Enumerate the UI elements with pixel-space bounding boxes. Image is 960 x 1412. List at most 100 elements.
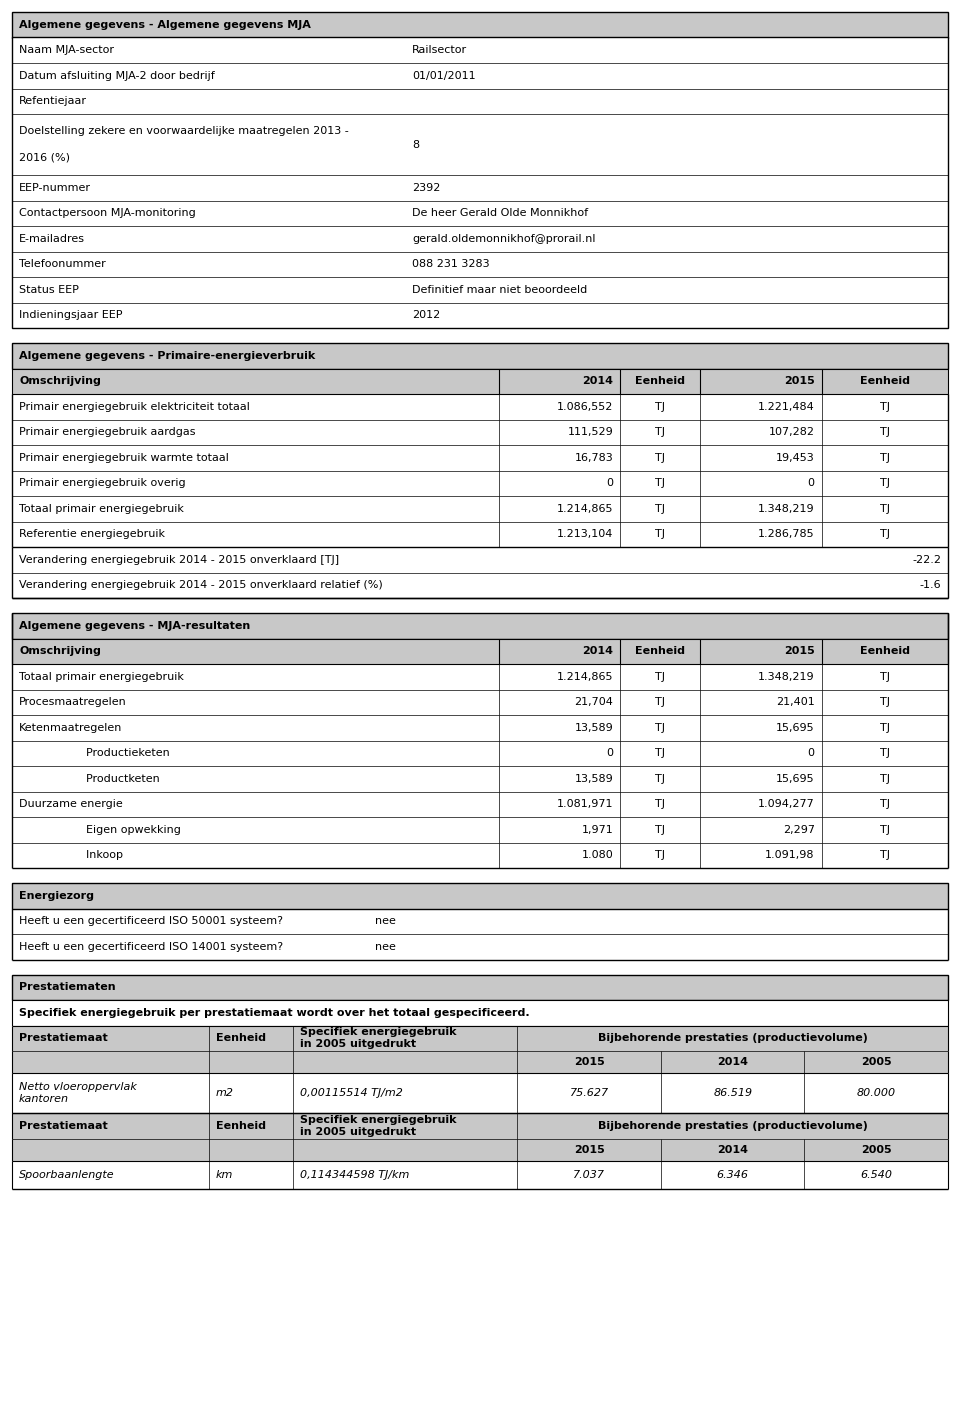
- Text: 6.540: 6.540: [860, 1169, 892, 1179]
- Text: Primair energiegebruik overig: Primair energiegebruik overig: [19, 479, 185, 489]
- Text: TJ: TJ: [879, 723, 890, 733]
- Text: 13,589: 13,589: [575, 723, 613, 733]
- Text: E-mailadres: E-mailadres: [19, 234, 85, 244]
- Text: Railsector: Railsector: [412, 45, 468, 55]
- Text: Referentie energiegebruik: Referentie energiegebruik: [19, 530, 165, 539]
- Text: 21,401: 21,401: [776, 698, 815, 707]
- Text: Verandering energiegebruik 2014 - 2015 onverklaard [TJ]: Verandering energiegebruik 2014 - 2015 o…: [19, 555, 339, 565]
- Text: Primair energiegebruik aardgas: Primair energiegebruik aardgas: [19, 428, 196, 438]
- Text: Omschrijving: Omschrijving: [19, 647, 101, 657]
- Text: TJ: TJ: [655, 850, 665, 860]
- Text: 2,297: 2,297: [782, 825, 815, 834]
- Text: Naam MJA-sector: Naam MJA-sector: [19, 45, 114, 55]
- Bar: [12, 1025, 948, 1051]
- Text: 2005: 2005: [861, 1056, 892, 1067]
- Text: 75.627: 75.627: [569, 1089, 609, 1099]
- Text: 1.214,865: 1.214,865: [557, 672, 613, 682]
- Text: Eenheid: Eenheid: [216, 1121, 266, 1131]
- Text: Eenheid: Eenheid: [860, 376, 910, 387]
- Text: 1.214,865: 1.214,865: [557, 504, 613, 514]
- Text: TJ: TJ: [655, 723, 665, 733]
- Text: Ketenmaatregelen: Ketenmaatregelen: [19, 723, 122, 733]
- Text: TJ: TJ: [655, 825, 665, 834]
- Text: Bijbehorende prestaties (productievolume): Bijbehorende prestaties (productievolume…: [598, 1034, 868, 1043]
- Text: Algemene gegevens - Algemene gegevens MJA: Algemene gegevens - Algemene gegevens MJ…: [19, 20, 311, 30]
- Text: EEP-nummer: EEP-nummer: [19, 182, 91, 193]
- Text: 0: 0: [607, 748, 613, 758]
- Text: Netto vloeroppervlak
kantoren: Netto vloeroppervlak kantoren: [19, 1082, 137, 1104]
- Text: km: km: [216, 1169, 233, 1179]
- Text: 2014: 2014: [717, 1145, 748, 1155]
- Text: Totaal primair energiegebruik: Totaal primair energiegebruik: [19, 504, 184, 514]
- Text: Verandering energiegebruik 2014 - 2015 onverklaard relatief (%): Verandering energiegebruik 2014 - 2015 o…: [19, 580, 383, 590]
- Text: TJ: TJ: [655, 698, 665, 707]
- Text: 21,704: 21,704: [574, 698, 613, 707]
- Text: TJ: TJ: [879, 530, 890, 539]
- Text: TJ: TJ: [879, 453, 890, 463]
- Text: TJ: TJ: [655, 748, 665, 758]
- Text: Specifiek energiegebruik per prestatiemaat wordt over het totaal gespecificeerd.: Specifiek energiegebruik per prestatiema…: [19, 1008, 530, 1018]
- Text: TJ: TJ: [655, 530, 665, 539]
- Text: TJ: TJ: [879, 698, 890, 707]
- Text: Prestatiematen: Prestatiematen: [19, 983, 115, 993]
- Text: TJ: TJ: [879, 504, 890, 514]
- Text: TJ: TJ: [655, 453, 665, 463]
- Text: 8: 8: [412, 140, 420, 150]
- Text: Duurzame energie: Duurzame energie: [19, 799, 123, 809]
- Text: Productketen: Productketen: [79, 774, 159, 784]
- Text: m2: m2: [216, 1089, 233, 1099]
- Text: Bijbehorende prestaties (productievolume): Bijbehorende prestaties (productievolume…: [598, 1121, 868, 1131]
- Text: Telefoonummer: Telefoonummer: [19, 260, 106, 270]
- Text: De heer Gerald Olde Monnikhof: De heer Gerald Olde Monnikhof: [412, 208, 588, 219]
- Text: 1.221,484: 1.221,484: [757, 402, 815, 412]
- Text: Primair energiegebruik elektriciteit totaal: Primair energiegebruik elektriciteit tot…: [19, 402, 250, 412]
- Text: 107,282: 107,282: [769, 428, 815, 438]
- Text: TJ: TJ: [655, 799, 665, 809]
- Text: Primair energiegebruik warmte totaal: Primair energiegebruik warmte totaal: [19, 453, 228, 463]
- Text: Productieketen: Productieketen: [79, 748, 170, 758]
- Text: TJ: TJ: [655, 672, 665, 682]
- Text: 1.348,219: 1.348,219: [758, 672, 815, 682]
- Text: Totaal primair energiegebruik: Totaal primair energiegebruik: [19, 672, 184, 682]
- Text: -1.6: -1.6: [920, 580, 941, 590]
- Text: 15,695: 15,695: [776, 723, 815, 733]
- Bar: [12, 11, 948, 38]
- Text: Indieningsjaar EEP: Indieningsjaar EEP: [19, 311, 123, 321]
- Bar: [12, 1139, 948, 1161]
- Text: Procesmaatregelen: Procesmaatregelen: [19, 698, 127, 707]
- Text: 1.286,785: 1.286,785: [758, 530, 815, 539]
- Text: TJ: TJ: [879, 799, 890, 809]
- Text: 0: 0: [807, 748, 815, 758]
- Text: Definitief maar niet beoordeeld: Definitief maar niet beoordeeld: [412, 285, 588, 295]
- Text: Inkoop: Inkoop: [79, 850, 123, 860]
- Text: TJ: TJ: [879, 850, 890, 860]
- Text: 6.346: 6.346: [717, 1169, 749, 1179]
- Text: 2005: 2005: [861, 1145, 892, 1155]
- Text: TJ: TJ: [655, 428, 665, 438]
- Text: 2012: 2012: [412, 311, 441, 321]
- Text: Contactpersoon MJA-monitoring: Contactpersoon MJA-monitoring: [19, 208, 196, 219]
- Text: 7.037: 7.037: [573, 1169, 605, 1179]
- Text: 1.081,971: 1.081,971: [557, 799, 613, 809]
- Text: TJ: TJ: [655, 479, 665, 489]
- Text: Heeft u een gecertificeerd ISO 50001 systeem?: Heeft u een gecertificeerd ISO 50001 sys…: [19, 916, 283, 926]
- Text: TJ: TJ: [879, 479, 890, 489]
- Text: Eenheid: Eenheid: [636, 376, 685, 387]
- Text: TJ: TJ: [879, 748, 890, 758]
- Text: Refentiejaar: Refentiejaar: [19, 96, 87, 106]
- Text: Doelstelling zekere en voorwaardelijke maatregelen 2013 -: Doelstelling zekere en voorwaardelijke m…: [19, 126, 348, 136]
- Text: Datum afsluiting MJA-2 door bedrijf: Datum afsluiting MJA-2 door bedrijf: [19, 71, 215, 80]
- Text: TJ: TJ: [655, 504, 665, 514]
- Text: 86.519: 86.519: [713, 1089, 753, 1099]
- Text: TJ: TJ: [879, 825, 890, 834]
- Bar: [12, 974, 948, 1000]
- Text: Prestatiemaat: Prestatiemaat: [19, 1034, 108, 1043]
- Bar: [12, 613, 948, 638]
- Text: TJ: TJ: [879, 428, 890, 438]
- Text: 13,589: 13,589: [575, 774, 613, 784]
- Text: 0: 0: [807, 479, 815, 489]
- Text: 80.000: 80.000: [856, 1089, 896, 1099]
- Text: 2014: 2014: [717, 1056, 748, 1067]
- Text: 19,453: 19,453: [776, 453, 815, 463]
- Text: Spoorbaanlengte: Spoorbaanlengte: [19, 1169, 114, 1179]
